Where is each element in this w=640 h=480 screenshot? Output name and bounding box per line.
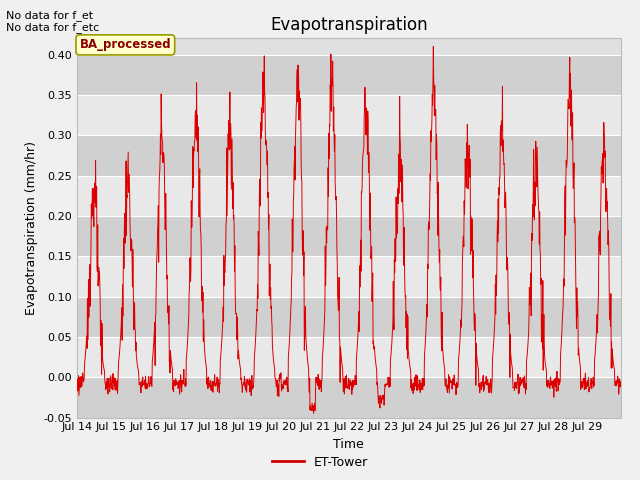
Bar: [77, 216, 621, 256]
Title: Evapotranspiration: Evapotranspiration: [270, 16, 428, 34]
Text: BA_processed: BA_processed: [79, 38, 171, 51]
Bar: [77, 256, 621, 297]
Bar: [77, 95, 621, 135]
Bar: [77, 176, 621, 216]
Y-axis label: Evapotranspiration (mm/hr): Evapotranspiration (mm/hr): [25, 141, 38, 315]
Bar: [77, 55, 621, 95]
Bar: [77, 297, 621, 337]
X-axis label: Time: Time: [333, 438, 364, 451]
Bar: [77, 135, 621, 176]
Legend: ET-Tower: ET-Tower: [268, 451, 372, 474]
Bar: [77, 377, 621, 418]
Text: No data for f_et
No data for f_etc: No data for f_et No data for f_etc: [6, 10, 100, 33]
Bar: [77, 337, 621, 377]
